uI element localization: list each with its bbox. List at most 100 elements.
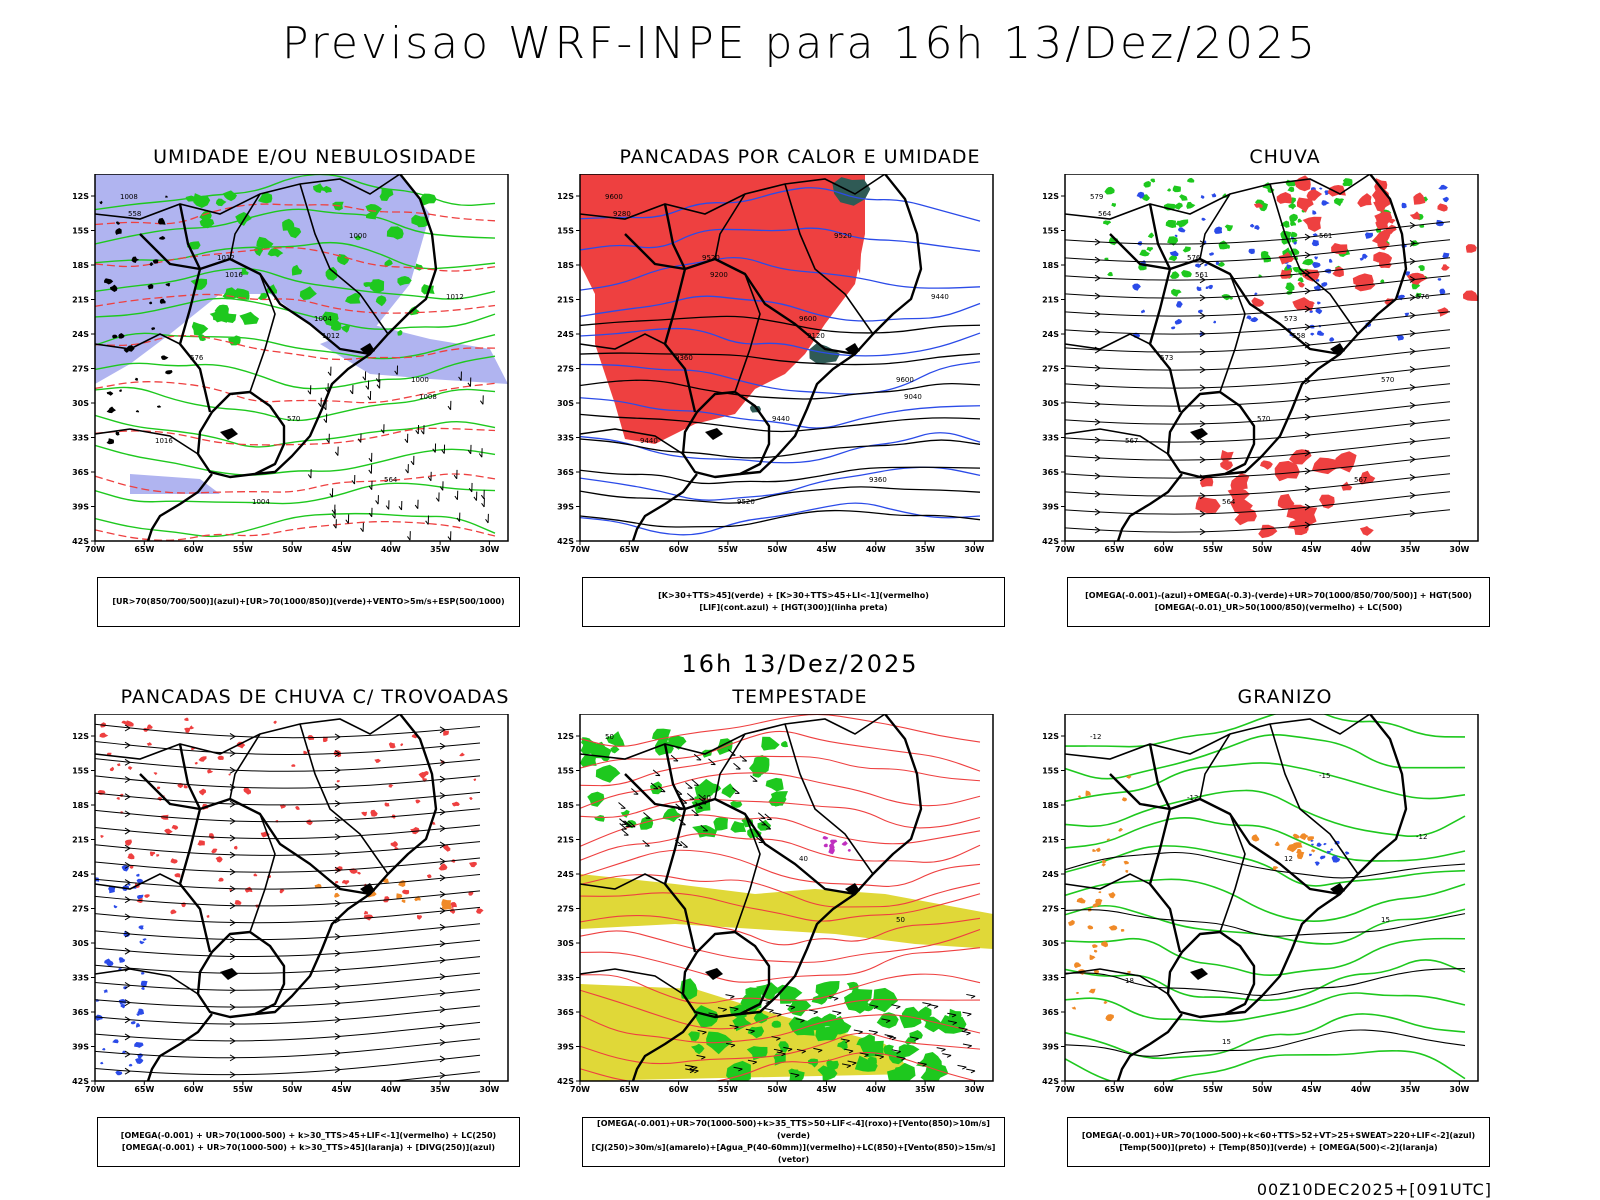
- wind-vector: [367, 390, 372, 401]
- storm-red: [156, 854, 160, 857]
- wind-vector: [405, 464, 409, 474]
- storm-red: [418, 771, 427, 780]
- wind850-green: [854, 1055, 878, 1072]
- streamline: [1065, 257, 1451, 281]
- lagoon: [1190, 428, 1208, 440]
- coastline-south: [1116, 473, 1183, 541]
- contour-label: 15: [1222, 1038, 1231, 1046]
- storm-red: [174, 873, 181, 878]
- jet-yellow: [580, 984, 915, 1081]
- contour-label: 9120: [807, 332, 825, 340]
- contour-label: 9520: [834, 232, 852, 240]
- streamline-arrow: [439, 1055, 446, 1063]
- lon-label: 50W: [767, 1085, 787, 1094]
- storm-red: [170, 909, 177, 915]
- map-layers: -12 -12 12 15 18 15 -15 -12: [1065, 714, 1478, 1081]
- lagoon: [360, 343, 375, 355]
- wind850-green: [749, 755, 770, 775]
- wind-vector: [732, 787, 740, 794]
- lon-label: 55W: [1203, 1085, 1223, 1094]
- omega-green: [1172, 185, 1181, 193]
- wind-vector: [307, 385, 312, 395]
- lat-label: 24S: [557, 330, 574, 339]
- state-border: [299, 183, 389, 335]
- lc850-contour: [580, 892, 981, 922]
- wind-vector: [957, 1064, 967, 1070]
- wind-vector: [961, 1030, 971, 1036]
- isobar-cluster: [134, 377, 139, 381]
- legend-box: [OMEGA(-0.001) + UR>70(1000-500) + k>30_…: [97, 1117, 520, 1167]
- contour-label: 40: [799, 855, 808, 863]
- state-border: [1199, 733, 1231, 800]
- lon-label: 60W: [184, 545, 204, 554]
- contour-label: 9520: [702, 254, 720, 262]
- lon-label: 35W: [915, 1085, 935, 1094]
- lat-label: 24S: [1042, 330, 1059, 339]
- uruguay-border: [1166, 390, 1256, 479]
- severe-purple: [841, 840, 848, 846]
- legend-box: [OMEGA(-0.001)+UR>70(1000-500)+k<60+TTS>…: [1067, 1117, 1490, 1167]
- storm-red: [217, 755, 224, 760]
- contour-label: 1000: [349, 232, 367, 240]
- humidity-green: [325, 266, 338, 281]
- panel-pancadas-calor: PANCADAS POR CALOR E UMIDADE 9600 9520 960…: [555, 146, 1045, 627]
- storm-red: [322, 736, 328, 743]
- streamline-arrow: [1409, 491, 1416, 499]
- lon-label: 70W: [570, 1085, 590, 1094]
- wind-vector: [786, 1004, 796, 1010]
- streamline-arrow: [439, 742, 446, 750]
- omega-blue: [1321, 282, 1328, 287]
- streamline-arrow: [1094, 508, 1101, 516]
- omega-red: [1463, 290, 1478, 301]
- storm-red: [260, 831, 270, 838]
- temp850-contour: [1065, 789, 1466, 837]
- panel-trovoadas: PANCADAS DE CHUVA C/ TROVOADAS 12S 15S 18S…: [70, 686, 560, 1167]
- green-contour: [95, 512, 496, 538]
- streamline-arrow: [229, 902, 236, 910]
- omega-red: [1260, 460, 1273, 470]
- omega-red: [1358, 470, 1376, 485]
- streamline-arrow: [124, 896, 131, 904]
- storm-red: [384, 802, 390, 807]
- humidity-green: [337, 254, 350, 266]
- streamline-arrow: [439, 792, 446, 800]
- wind-vector: [331, 509, 336, 519]
- state-border: [1269, 183, 1359, 335]
- streamline-arrow: [334, 999, 341, 1007]
- wind850-green: [595, 764, 621, 783]
- omega-blue: [1329, 258, 1333, 263]
- isobar-cluster: [149, 301, 153, 305]
- omega-blue: [1174, 234, 1178, 238]
- storm-orange: [441, 899, 452, 908]
- storm-red: [363, 910, 369, 915]
- lon-label: 45W: [817, 1085, 837, 1094]
- wind-vector: [891, 1049, 901, 1054]
- storm-red: [100, 835, 104, 839]
- omega-blue: [1311, 239, 1319, 247]
- streamline-arrow: [124, 999, 131, 1007]
- humidity-green: [266, 284, 278, 294]
- wind850-green: [914, 1006, 932, 1022]
- wind-vector: [868, 1030, 878, 1035]
- lon-label: 55W: [718, 545, 738, 554]
- isobar-cluster: [115, 221, 120, 225]
- storm-red: [144, 894, 150, 898]
- storm-red: [295, 806, 300, 810]
- lif-contour: [580, 466, 981, 501]
- storm-red: [370, 809, 378, 817]
- state-border: [734, 813, 761, 933]
- omega-green: [1174, 202, 1183, 210]
- streamline: [95, 791, 481, 806]
- hgt300-contour: [580, 379, 981, 400]
- omega-green: [1289, 213, 1298, 222]
- omega-red: [1220, 460, 1233, 471]
- streamline-arrow: [1409, 257, 1416, 265]
- isobar-cluster: [165, 283, 171, 287]
- omega500-orange: [1108, 891, 1116, 899]
- lagoon: [845, 343, 860, 355]
- storm-red: [116, 763, 121, 767]
- humidity-green: [257, 292, 268, 301]
- green-contour: [95, 386, 496, 422]
- wind850-green: [857, 1037, 874, 1050]
- contour-label: 1008: [120, 193, 138, 201]
